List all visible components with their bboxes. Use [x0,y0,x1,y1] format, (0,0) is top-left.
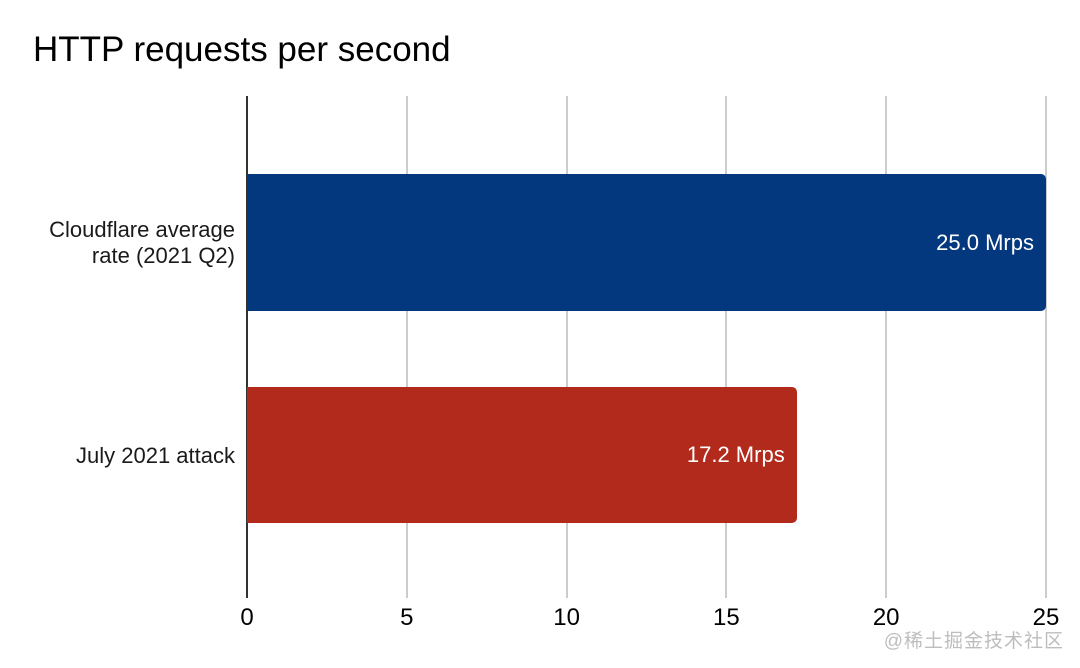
gridline [1045,96,1047,598]
gridline [405,96,408,598]
x-tick-label: 15 [713,604,740,631]
x-axis-tick-labels: 0 5 10 15 20 25 [240,604,1059,636]
x-tick-label: 25 [1032,604,1060,631]
gridline [565,96,568,598]
gridline [725,96,728,598]
x-tick-label: 20 [872,604,900,631]
x-tick-label: 0 [240,604,254,631]
y-axis-line [246,96,248,598]
bar-value-label: 25.0 Mrps [936,229,1034,255]
watermark: @稀土掘金技术社区 [883,631,1064,652]
bar-cloudflare-average-rate[interactable]: 25.0 Mrps [247,174,1046,311]
chart-title: HTTP requests per second [33,30,451,69]
x-tick-label: 5 [400,604,414,631]
bar-july-2021-attack[interactable]: 17.2 Mrps [247,387,797,523]
plot-area: 25.0 Mrps 17.2 Mrps [246,96,1047,598]
category-label-cloudflare-average-rate: Cloudflare average rate (2021 Q2) [49,217,235,268]
gridline [885,96,888,598]
category-label-july-2021-attack: July 2021 attack [76,443,235,468]
bar-value-label: 17.2 Mrps [686,442,785,467]
x-tick-label: 10 [553,604,580,631]
